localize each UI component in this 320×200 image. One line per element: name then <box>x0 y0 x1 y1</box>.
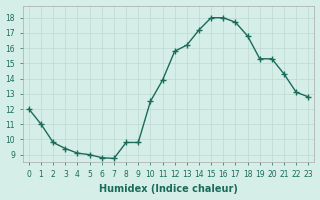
X-axis label: Humidex (Indice chaleur): Humidex (Indice chaleur) <box>99 184 238 194</box>
